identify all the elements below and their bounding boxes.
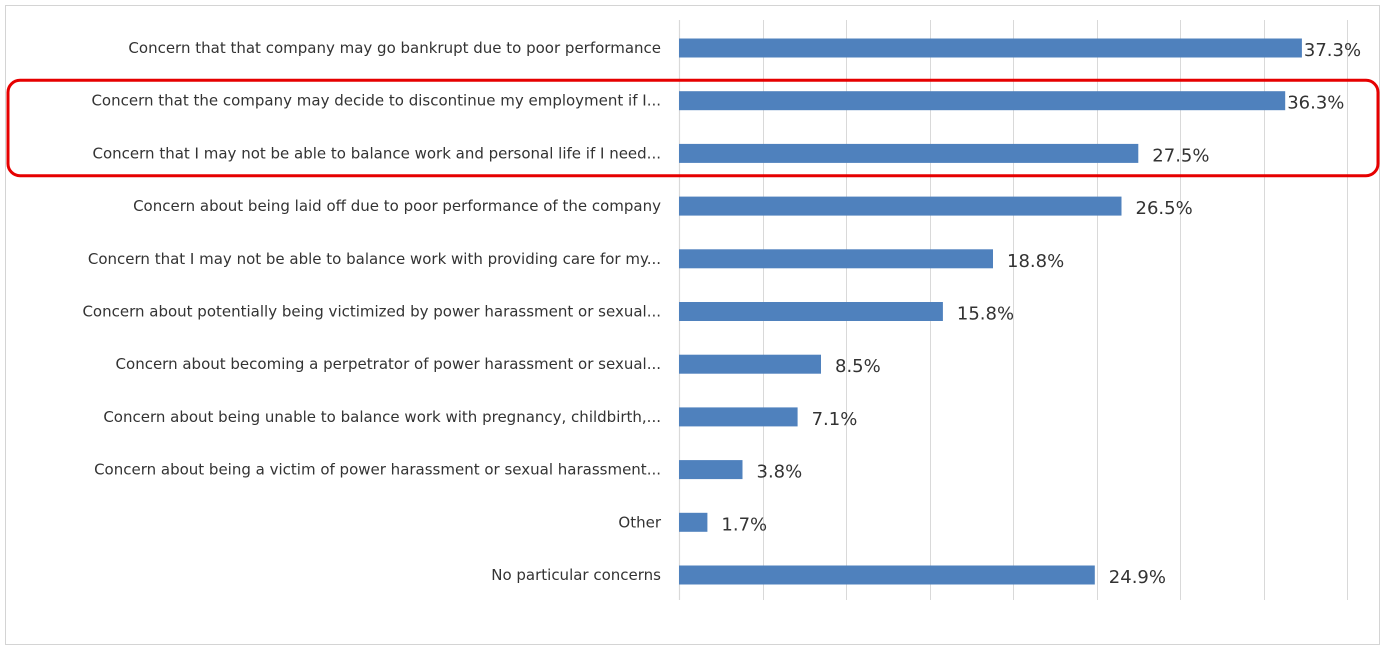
bar (679, 565, 1095, 585)
bar (679, 460, 743, 480)
category-label: No particular concerns (491, 566, 661, 584)
highlight-layer (6, 78, 1380, 178)
bar (679, 407, 798, 427)
data-label: 27.5% (1152, 145, 1209, 166)
category-label: Concern that I may not be able to balanc… (93, 144, 661, 162)
category-label: Concern that the company may decide to d… (91, 92, 661, 110)
category-label: Concern about being unable to balance wo… (103, 408, 661, 426)
category-label: Concern that that company may go bankrup… (128, 39, 661, 57)
chart-frame (5, 5, 1380, 645)
category-label: Concern about becoming a perpetrator of … (116, 355, 661, 373)
bar (679, 512, 708, 532)
value-labels: 37.3% 36.3% 27.5% 26.5% 18.8% 15.8% 8.5% 7.1% 3.… (721, 40, 1361, 588)
bar (679, 143, 1139, 163)
data-label: 37.3% (1304, 40, 1361, 61)
category-label: Concern about potentially being victimiz… (82, 303, 661, 321)
data-label: 36.3% (1287, 93, 1344, 114)
data-label: 3.8% (757, 462, 803, 483)
category-label: Concern about being a victim of power ha… (94, 461, 661, 479)
bar (679, 302, 943, 321)
category-label: Concern that I may not be able to balanc… (88, 250, 661, 268)
category-labels: Concern that that company may go bankrup… (82, 39, 661, 584)
category-label: Concern about being laid off due to poor… (133, 197, 661, 215)
data-label: 1.7% (721, 514, 767, 535)
gridlines (678, 20, 1348, 600)
bar (679, 91, 1286, 111)
data-label: 18.8% (1007, 251, 1064, 272)
bar (679, 196, 1122, 216)
bars (679, 38, 1302, 585)
highlight-box (6, 78, 1380, 178)
data-label: 26.5% (1136, 198, 1193, 219)
data-label: 24.9% (1109, 567, 1166, 588)
data-label: 8.5% (835, 356, 881, 377)
bar-chart: Concern that that company may go bankrup… (6, 20, 1380, 600)
data-label: 7.1% (812, 409, 858, 430)
bar (679, 38, 1302, 58)
bar (679, 354, 821, 374)
bar (679, 249, 993, 269)
data-label: 15.8% (957, 304, 1014, 325)
category-label: Other (618, 513, 661, 531)
